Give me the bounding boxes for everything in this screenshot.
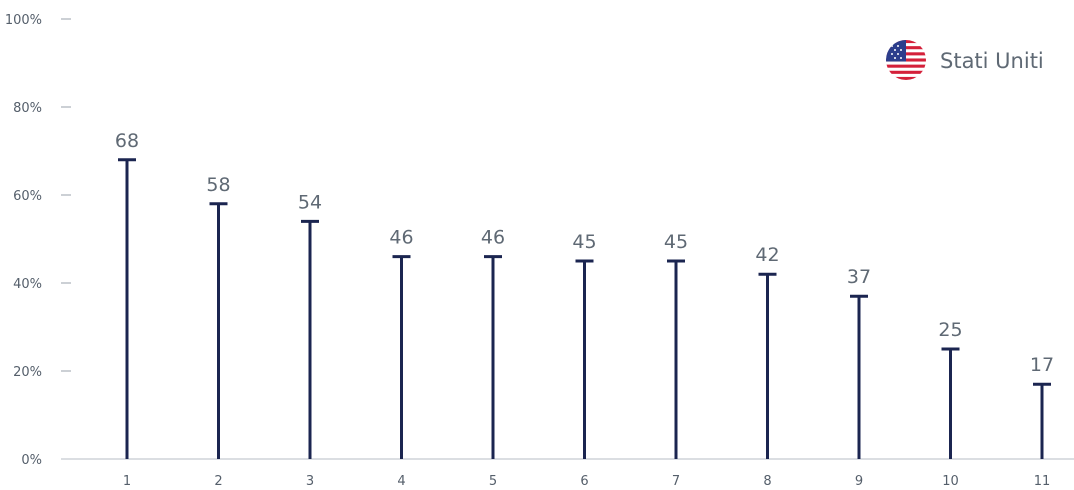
- y-tick-label: 40%: [13, 277, 42, 292]
- value-label: 45: [664, 231, 688, 253]
- us-flag-icon: [886, 40, 926, 80]
- y-tick-label: 0%: [21, 453, 42, 468]
- value-label: 54: [298, 191, 322, 213]
- value-label: 46: [481, 227, 505, 249]
- value-label: 46: [389, 227, 413, 249]
- y-tick-label: 80%: [13, 101, 42, 116]
- x-tick-label: 2: [214, 474, 222, 489]
- x-tick-label: 5: [489, 474, 497, 489]
- x-axis: 1 2 3 4 5 6 7 8 9 10 11: [61, 458, 1074, 489]
- value-label: 68: [115, 130, 139, 152]
- x-tick-label: 8: [763, 474, 771, 489]
- x-tick-label: 7: [672, 474, 680, 489]
- y-tick-label: 20%: [13, 365, 42, 380]
- legend: Stati Uniti: [886, 40, 1044, 80]
- x-tick-label: 6: [580, 474, 588, 489]
- legend-label: Stati Uniti: [940, 49, 1044, 73]
- value-label: 58: [206, 174, 230, 196]
- x-tick-label: 10: [942, 474, 959, 489]
- value-label: 25: [938, 319, 962, 341]
- value-label: 45: [572, 231, 596, 253]
- y-tick-label: 60%: [13, 189, 42, 204]
- x-tick-label: 11: [1034, 474, 1051, 489]
- value-label: 17: [1030, 354, 1054, 376]
- bars: 68 58 54 46 46 45 45 42 37 25 17: [115, 130, 1054, 459]
- x-tick-label: 9: [855, 474, 863, 489]
- value-label: 42: [755, 244, 779, 266]
- y-axis: 0% 20% 40% 60% 80% 100%: [5, 13, 71, 468]
- x-tick-label: 1: [123, 474, 131, 489]
- y-tick-label: 100%: [5, 13, 42, 28]
- value-label: 37: [847, 266, 871, 288]
- x-tick-label: 4: [397, 474, 405, 489]
- x-tick-label: 3: [306, 474, 314, 489]
